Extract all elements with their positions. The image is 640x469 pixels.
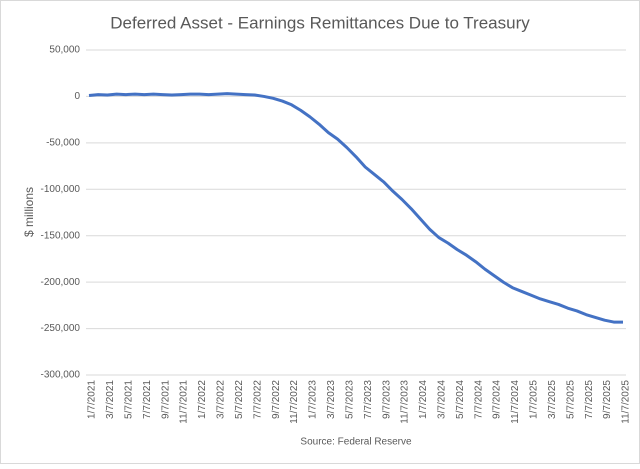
x-tick-label: 5/7/2021 [123,380,134,419]
x-tick-label: 3/7/2024 [437,380,448,419]
x-tick-label: 5/7/2022 [234,380,245,419]
x-tick-label: 1/7/2025 [529,380,540,419]
y-tick-label: -50,000 [46,137,80,148]
x-tick-label: 7/7/2025 [584,380,595,419]
x-tick-label: 11/7/2022 [289,380,300,424]
y-axis-label: $ millions [22,187,36,237]
x-tick-label: 7/7/2022 [252,380,263,419]
x-tick-label: 5/7/2024 [455,380,466,419]
x-tick-label: 5/7/2025 [565,380,576,419]
y-tick-label: 0 [74,91,80,102]
y-tick-label: -200,000 [41,277,81,288]
x-tick-label: 9/7/2022 [271,380,282,419]
data-line [88,92,623,324]
x-tick-label: 3/7/2021 [105,380,116,419]
x-tick-label: 7/7/2024 [473,380,484,419]
x-tick-label: 3/7/2025 [547,380,558,419]
x-tick-label: 9/7/2024 [492,380,503,419]
x-tick-label: 9/7/2021 [160,380,171,419]
x-tick-label: 1/7/2022 [197,380,208,419]
x-tick-label: 9/7/2025 [602,380,613,419]
x-tick-label: 7/7/2023 [363,380,374,419]
x-tick-label: 11/7/2025 [621,380,632,424]
x-tick-label: 9/7/2023 [381,380,392,419]
x-tick-label: 3/7/2022 [216,380,227,419]
x-tick-label: 11/7/2021 [179,380,190,424]
x-tick-label: 11/7/2024 [510,380,521,424]
x-tick-label: 5/7/2023 [344,380,355,419]
y-tick-label: -100,000 [41,184,81,195]
x-tick-label: 1/7/2024 [418,380,429,419]
x-tick-label: 1/7/2023 [308,380,319,419]
y-tick-label: -300,000 [41,370,81,381]
y-tick-label: -150,000 [41,230,81,241]
x-tick-label: 11/7/2023 [400,380,411,424]
x-tick-label: 1/7/2021 [87,380,98,419]
chart-title: Deferred Asset - Earnings Remittances Du… [110,13,530,32]
x-tick-label: 3/7/2023 [326,380,337,419]
y-tick-label: 50,000 [49,45,80,56]
source-note: Source: Federal Reserve [300,437,412,448]
y-tick-label: -250,000 [41,323,81,334]
x-tick-label: 7/7/2021 [142,380,153,419]
